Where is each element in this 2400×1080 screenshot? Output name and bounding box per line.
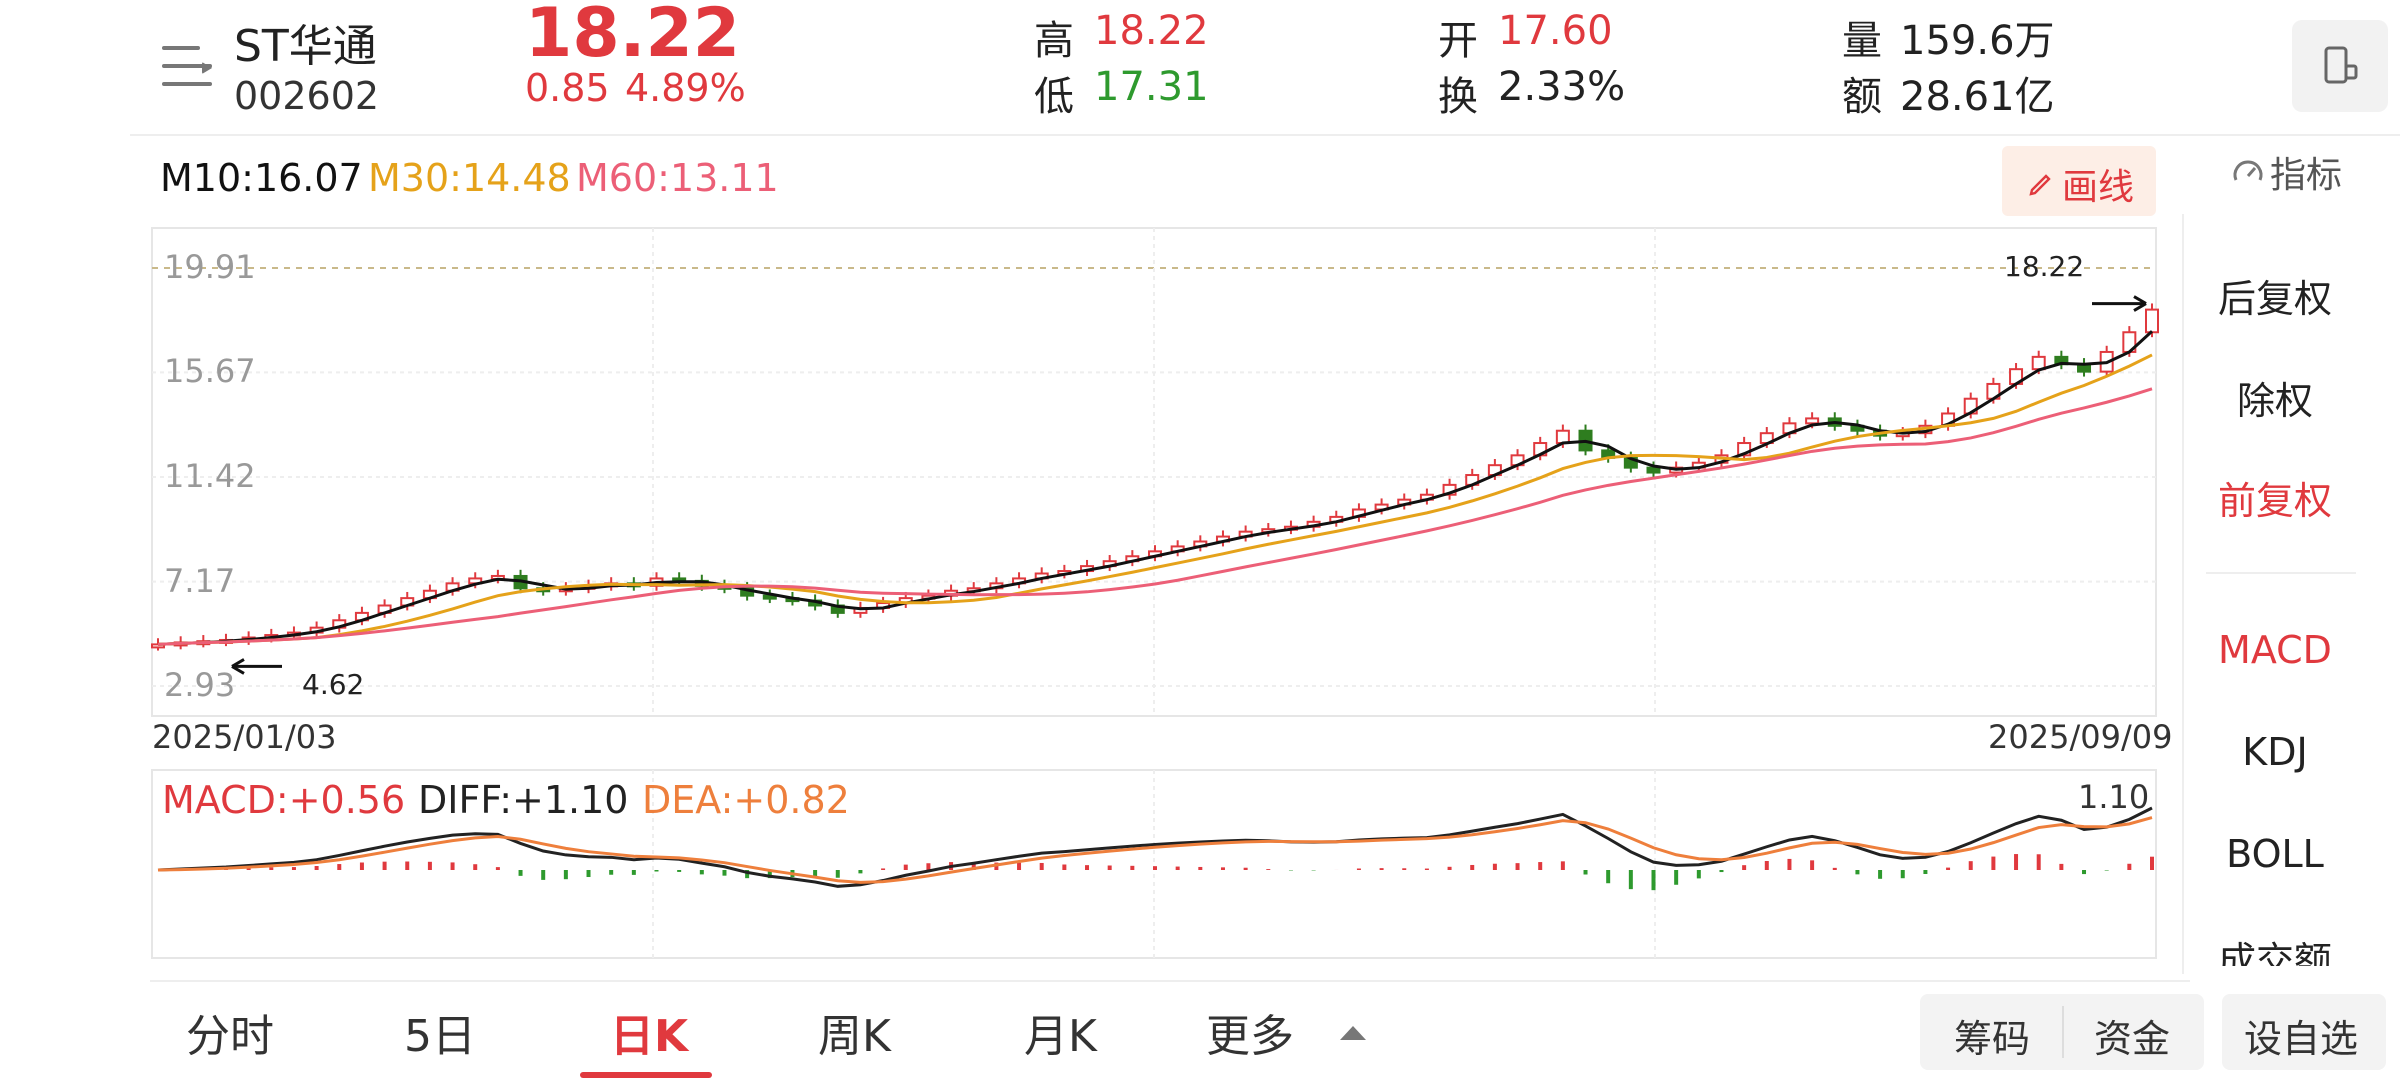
tab-daily-k[interactable]: 日K <box>610 1011 689 1062</box>
y-tick-label: 11.42 <box>164 457 256 495</box>
candlestick-chart[interactable] <box>0 0 2180 1000</box>
current-price: 18.22 <box>525 0 741 73</box>
dea-line <box>157 816 2153 884</box>
open-value: 17.60 <box>1498 8 1613 54</box>
indicator-label: 指标 <box>2270 155 2343 196</box>
pencil-icon <box>2029 174 2051 196</box>
draw-line-button[interactable]: 画线 <box>2002 146 2156 216</box>
candle-body <box>1805 417 1820 425</box>
volume-label: 量 <box>1842 18 1882 64</box>
low-value: 17.31 <box>1094 64 1209 110</box>
macd-max-label: 1.10 <box>2078 778 2150 816</box>
header-divider <box>130 134 2400 136</box>
tab-active-indicator <box>580 1072 712 1078</box>
ma30-line <box>157 353 2153 646</box>
menu-icon[interactable] <box>162 44 212 88</box>
phone-rotate-icon <box>2324 46 2358 84</box>
tab-weekly-k[interactable]: 周K <box>818 1011 891 1062</box>
bottom-divider <box>150 980 2190 982</box>
side-menu-panel <box>2182 214 2400 974</box>
tab-intraday[interactable]: 分时 <box>186 1011 274 1062</box>
high-value: 18.22 <box>1094 8 1209 54</box>
y-tick-label: 19.91 <box>164 248 256 286</box>
open-label: 开 <box>1438 18 1478 64</box>
side-item-pre-adjust[interactable]: 前复权 <box>2217 479 2332 523</box>
diff-label: DIFF:+1.10 <box>418 778 629 822</box>
tab-5day[interactable]: 5日 <box>404 1011 476 1062</box>
turnover-value: 2.33% <box>1498 64 1626 110</box>
draw-line-label: 画线 <box>2062 167 2135 208</box>
x-start-label: 2025/01/03 <box>152 718 337 756</box>
y-tick-label: 15.67 <box>164 352 256 391</box>
device-rotate-button[interactable] <box>2292 20 2388 112</box>
ma10-legend: M10:16.07 <box>160 156 363 200</box>
side-menu-divider <box>2206 572 2356 574</box>
amount-value: 28.61亿 <box>1900 74 2055 120</box>
tab-monthly-k[interactable]: 月K <box>1024 1011 1097 1062</box>
y-tick-label: 7.17 <box>164 561 236 600</box>
side-item-amount-clip: 成交额 <box>2190 930 2360 966</box>
side-item-macd[interactable]: MACD <box>2218 628 2332 672</box>
chips-button[interactable]: 筹码 <box>1954 1017 2031 1061</box>
candle-body <box>2145 308 2159 334</box>
candle-body <box>1555 429 1570 445</box>
y-tick-label: 2.93 <box>164 666 236 704</box>
stock-code: 002602 <box>234 74 380 118</box>
max-price-label: 18.22 <box>2004 250 2085 283</box>
side-item-ex-rights[interactable]: 除权 <box>2236 379 2313 423</box>
watchlist-label: 设自选 <box>2244 1017 2359 1061</box>
ma60-line <box>157 387 2153 646</box>
tab-more[interactable]: 更多 <box>1206 1011 1294 1062</box>
candle-body <box>762 594 777 600</box>
chips-funds-separator <box>2062 1006 2064 1058</box>
indicator-button[interactable]: 指标 <box>2224 146 2374 196</box>
low-label: 低 <box>1034 74 1074 120</box>
max-arrow-head <box>2133 295 2147 312</box>
side-item-post-adjust[interactable]: 后复权 <box>2217 277 2332 321</box>
amount-label: 额 <box>1842 74 1882 120</box>
ma30-legend: M30:14.48 <box>368 156 571 200</box>
watchlist-button[interactable]: 设自选 <box>2222 994 2386 1070</box>
side-item-amount[interactable]: 成交额 <box>2217 939 2332 966</box>
side-item-boll[interactable]: BOLL <box>2226 832 2324 876</box>
candle-body <box>1646 466 1661 474</box>
min-arrow-head <box>231 658 245 675</box>
side-item-kdj[interactable]: KDJ <box>2242 730 2308 774</box>
macd-label: MACD:+0.56 <box>162 778 406 822</box>
price-change: 0.85 <box>525 66 610 110</box>
ma60-legend: M60:13.11 <box>576 156 779 200</box>
turnover-label: 换 <box>1438 74 1478 120</box>
caret-up-icon[interactable] <box>1340 1026 1366 1040</box>
volume-value: 159.6万 <box>1900 18 2055 64</box>
x-end-label: 2025/09/09 <box>1988 718 2173 756</box>
ma10-line <box>157 330 2154 646</box>
high-label: 高 <box>1034 18 1074 64</box>
gauge-icon <box>2233 160 2263 181</box>
funds-button[interactable]: 资金 <box>2094 1017 2171 1061</box>
y-axis-ticks: 19.91 15.67 11.42 7.17 2.93 <box>0 0 256 704</box>
stock-name: ST华通 <box>234 21 377 72</box>
price-change-pct: 4.89% <box>625 66 746 110</box>
dea-label: DEA:+0.82 <box>642 778 850 822</box>
min-price-label: 4.62 <box>302 668 365 701</box>
diff-line <box>157 806 2153 888</box>
